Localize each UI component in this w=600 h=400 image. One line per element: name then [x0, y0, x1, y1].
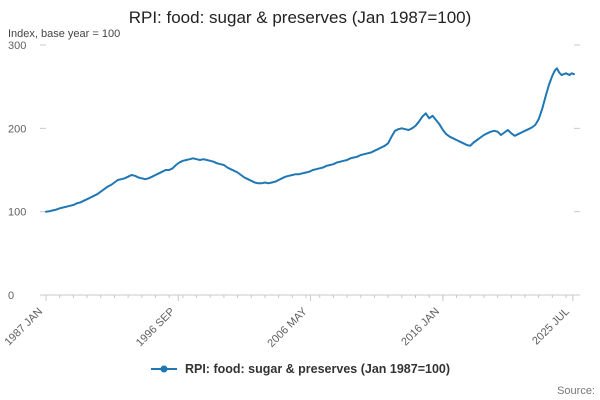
legend-item[interactable]: RPI: food: sugar & preserves (Jan 1987=1…: [0, 362, 600, 376]
x-tick-label: 2006 MAY: [265, 305, 310, 348]
y-tick-label: 0: [8, 290, 14, 302]
x-tick-label: 2016 JAN: [399, 306, 442, 348]
line-plot: 0 100 200 300 1987 JAN 1996 SEP 2006 MAY 2016 J…: [2, 40, 580, 348]
y-tick-label: 100: [8, 207, 26, 219]
source-label: Source:: [557, 385, 595, 397]
legend-label: RPI: food: sugar & preserves (Jan 1987=1…: [184, 362, 451, 376]
x-tick-label: 1996 SEP: [134, 306, 178, 348]
y-tick-label: 200: [8, 123, 26, 135]
x-tick-label: 1987 JAN: [2, 306, 45, 348]
x-tick-label: 2025 JUL: [530, 306, 572, 348]
chart-title: RPI: food: sugar & preserves (Jan 1987=1…: [128, 8, 472, 27]
series-line: [45, 67, 575, 213]
legend-series-marker: [150, 363, 178, 375]
y-axis-unit-label: Index, base year = 100: [8, 28, 121, 40]
y-tick-label: 300: [8, 40, 26, 52]
